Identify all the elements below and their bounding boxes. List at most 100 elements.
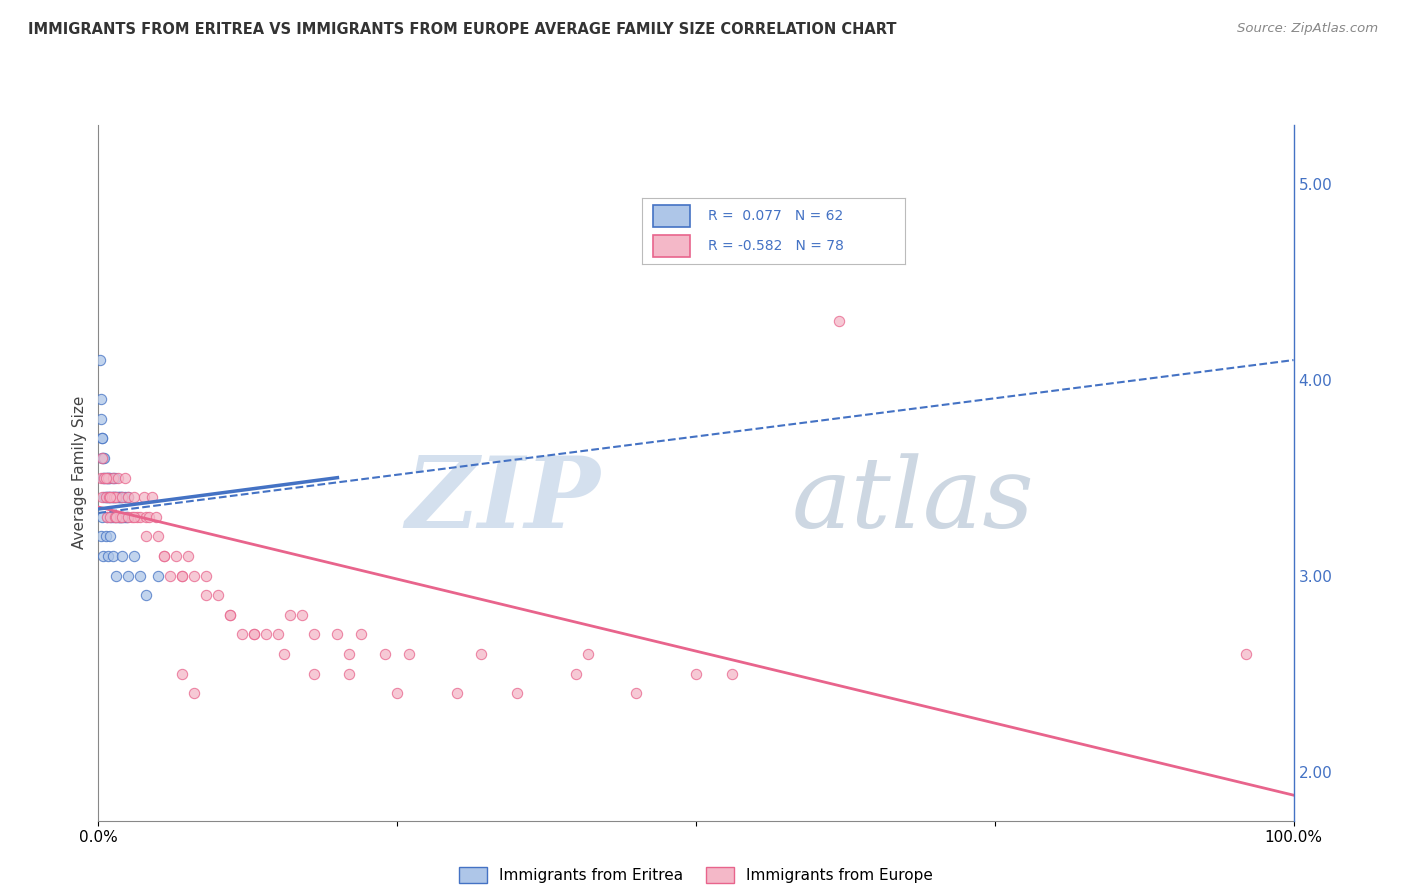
Legend: Immigrants from Eritrea, Immigrants from Europe: Immigrants from Eritrea, Immigrants from… bbox=[453, 862, 939, 889]
Point bbox=[153, 549, 176, 563]
Point bbox=[101, 470, 124, 484]
Point bbox=[96, 509, 118, 524]
Point bbox=[326, 627, 349, 641]
Point bbox=[135, 529, 157, 543]
Point bbox=[177, 549, 200, 563]
Point bbox=[125, 509, 148, 524]
Point bbox=[94, 490, 117, 504]
Point bbox=[107, 509, 129, 524]
Point bbox=[111, 549, 134, 563]
Point bbox=[114, 490, 136, 504]
Point bbox=[117, 490, 139, 504]
Point bbox=[91, 509, 114, 524]
Point bbox=[100, 509, 122, 524]
Point bbox=[129, 568, 152, 582]
Point bbox=[105, 509, 128, 524]
Point bbox=[278, 607, 301, 622]
Point bbox=[101, 490, 124, 504]
Point bbox=[339, 647, 360, 661]
Point bbox=[828, 314, 851, 328]
Point bbox=[108, 509, 131, 524]
Point bbox=[96, 490, 118, 504]
Point bbox=[111, 509, 134, 524]
Point bbox=[90, 529, 112, 543]
Point bbox=[219, 607, 242, 622]
Point bbox=[103, 490, 125, 504]
Point bbox=[90, 392, 112, 407]
Point bbox=[121, 509, 143, 524]
Point bbox=[219, 607, 242, 622]
Point bbox=[93, 451, 115, 466]
Point bbox=[94, 470, 117, 484]
Point bbox=[148, 529, 170, 543]
FancyBboxPatch shape bbox=[652, 235, 689, 258]
Point bbox=[124, 509, 146, 524]
Point bbox=[470, 647, 492, 661]
Point bbox=[104, 490, 127, 504]
Point bbox=[97, 470, 120, 484]
Point bbox=[107, 509, 129, 524]
Point bbox=[91, 549, 114, 563]
Point bbox=[626, 686, 648, 700]
Point bbox=[104, 470, 127, 484]
Point bbox=[115, 509, 138, 524]
Point bbox=[110, 490, 132, 504]
Point bbox=[100, 490, 122, 504]
Point bbox=[94, 470, 117, 484]
Text: atlas: atlas bbox=[792, 453, 1035, 549]
Point bbox=[267, 627, 290, 641]
Point bbox=[398, 647, 420, 661]
Point bbox=[94, 490, 117, 504]
Point bbox=[374, 647, 396, 661]
Point bbox=[183, 568, 205, 582]
Point bbox=[98, 509, 122, 524]
Point bbox=[98, 470, 122, 484]
Point bbox=[110, 509, 132, 524]
Point bbox=[100, 490, 122, 504]
Point bbox=[124, 490, 146, 504]
Point bbox=[93, 470, 115, 484]
Point bbox=[93, 470, 115, 484]
Point bbox=[135, 509, 157, 524]
Point bbox=[91, 470, 114, 484]
Point bbox=[138, 509, 160, 524]
Point bbox=[107, 490, 129, 504]
Point bbox=[159, 568, 181, 582]
Text: R =  0.077   N = 62: R = 0.077 N = 62 bbox=[707, 209, 844, 223]
Point bbox=[98, 490, 122, 504]
Text: IMMIGRANTS FROM ERITREA VS IMMIGRANTS FROM EUROPE AVERAGE FAMILY SIZE CORRELATIO: IMMIGRANTS FROM ERITREA VS IMMIGRANTS FR… bbox=[28, 22, 897, 37]
Point bbox=[91, 490, 114, 504]
Point bbox=[111, 509, 134, 524]
Point bbox=[112, 509, 135, 524]
Point bbox=[98, 490, 122, 504]
Point bbox=[117, 568, 139, 582]
Point bbox=[104, 509, 127, 524]
Point bbox=[565, 666, 588, 681]
Point bbox=[141, 490, 163, 504]
Point bbox=[385, 686, 409, 700]
Point bbox=[96, 509, 118, 524]
Point bbox=[576, 647, 599, 661]
Point bbox=[135, 588, 157, 602]
Point bbox=[291, 607, 314, 622]
Point bbox=[101, 470, 124, 484]
Point bbox=[96, 470, 118, 484]
Point bbox=[339, 666, 360, 681]
Point bbox=[105, 490, 128, 504]
Point bbox=[98, 490, 121, 504]
Point bbox=[117, 509, 139, 524]
Point bbox=[194, 588, 218, 602]
Point bbox=[111, 490, 134, 504]
Point bbox=[124, 549, 146, 563]
Text: R = -0.582   N = 78: R = -0.582 N = 78 bbox=[707, 239, 844, 253]
Point bbox=[115, 509, 138, 524]
Point bbox=[148, 568, 170, 582]
Point bbox=[98, 470, 121, 484]
Point bbox=[194, 568, 218, 582]
Point bbox=[105, 568, 128, 582]
Point bbox=[105, 509, 128, 524]
Point bbox=[101, 549, 124, 563]
Point bbox=[129, 509, 152, 524]
Point bbox=[98, 529, 122, 543]
Y-axis label: Average Family Size: Average Family Size bbox=[72, 396, 87, 549]
